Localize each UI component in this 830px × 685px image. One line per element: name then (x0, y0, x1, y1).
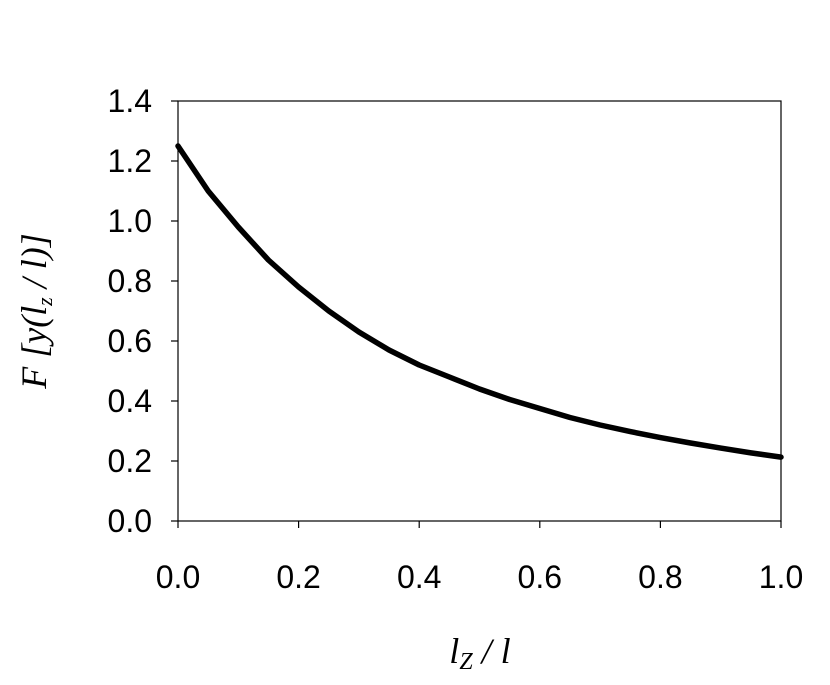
plot-area (177, 100, 782, 522)
y-tick-label: 0.4 (108, 383, 152, 419)
x-axis-title-var: l (449, 631, 459, 671)
y-axis-title-pre: F [y(l (14, 306, 54, 390)
tick-labels: 0.0 0.2 0.4 0.6 0.8 1.0 0.0 0.2 0.4 0.6 0.8 1.0 1.2 1… (108, 83, 804, 595)
x-tick-label: 0.8 (638, 559, 682, 595)
y-tick-label: 1.2 (108, 143, 152, 179)
y-axis-title: F [y(lz / l)] (14, 233, 57, 390)
y-tick-label: 0.6 (108, 323, 152, 359)
y-tick-label: 1.4 (108, 83, 152, 119)
x-axis-title-rest: / l (473, 631, 511, 671)
x-tick-label: 0.0 (156, 559, 200, 595)
x-tick-label: 1.0 (759, 559, 803, 595)
series-line-0 (175, 143, 784, 460)
x-axis-title-sub: Z (459, 649, 473, 675)
y-tick-label: 0.8 (108, 263, 152, 299)
x-tick-label: 0.4 (397, 559, 441, 595)
y-tick-label: 0.0 (108, 503, 152, 539)
x-axis-title: lZ / l (449, 631, 510, 675)
y-axis-title-sub: z (32, 297, 57, 307)
y-axis-title-post: / l)] (14, 233, 54, 297)
y-tick-label: 0.2 (108, 443, 152, 479)
x-tick-label: 0.6 (518, 559, 562, 595)
x-tick-label: 0.2 (276, 559, 320, 595)
series-layer (175, 143, 784, 460)
y-tick-label: 1.0 (108, 203, 152, 239)
axis-ticks (171, 100, 782, 528)
